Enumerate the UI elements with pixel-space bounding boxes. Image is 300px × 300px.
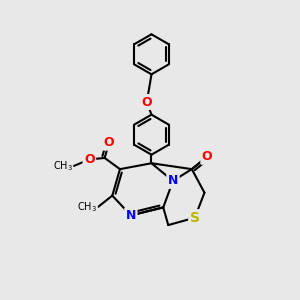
Text: CH$_3$: CH$_3$ — [77, 200, 97, 214]
Text: S: S — [190, 211, 200, 225]
Text: O: O — [84, 153, 95, 166]
Text: O: O — [141, 95, 152, 109]
Text: O: O — [202, 150, 212, 163]
Text: N: N — [126, 209, 136, 222]
Text: CH$_3$: CH$_3$ — [52, 159, 73, 173]
Text: N: N — [168, 174, 178, 188]
Text: O: O — [104, 136, 114, 149]
